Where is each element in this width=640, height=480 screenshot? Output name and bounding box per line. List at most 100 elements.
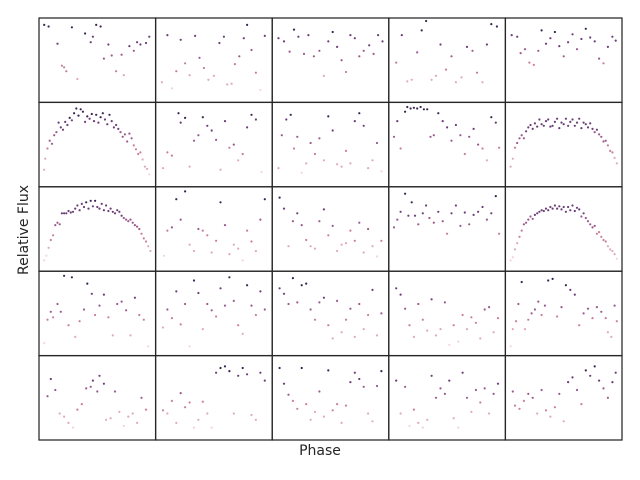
data-point (263, 34, 266, 38)
panel-r0-c0 (38, 17, 157, 104)
data-point (416, 107, 419, 110)
data-point (556, 117, 559, 120)
data-point (53, 134, 56, 137)
data-point (516, 242, 519, 245)
data-point (197, 134, 200, 137)
data-point (56, 42, 59, 45)
data-point (161, 409, 165, 412)
data-point (615, 162, 618, 165)
data-point (46, 147, 49, 150)
panel-frame (38, 101, 157, 188)
data-point (55, 131, 58, 134)
data-point (307, 34, 310, 37)
data-point (553, 204, 557, 207)
data-point (492, 331, 495, 334)
data-point (103, 118, 107, 121)
data-point (556, 315, 559, 318)
data-point (215, 239, 218, 242)
data-point (228, 253, 231, 256)
data-point (417, 302, 420, 306)
data-point (549, 37, 552, 40)
data-point (188, 401, 191, 404)
data-point (613, 304, 616, 307)
data-point (71, 210, 75, 213)
data-point (78, 320, 81, 323)
data-point (446, 232, 449, 235)
data-point (492, 392, 495, 395)
panel-r0-c1 (154, 17, 273, 104)
data-point (425, 204, 428, 207)
data-point (420, 29, 423, 32)
data-point (98, 304, 101, 307)
data-point (578, 324, 581, 327)
data-point (495, 25, 498, 28)
data-point (584, 123, 587, 126)
data-point (113, 212, 117, 215)
data-point (202, 66, 205, 70)
data-point (278, 196, 281, 199)
data-point (161, 326, 165, 329)
data-point (353, 37, 356, 40)
data-point (237, 374, 240, 377)
data-point (105, 204, 108, 207)
data-point (112, 126, 115, 129)
data-point (87, 207, 90, 210)
data-point (210, 251, 213, 254)
data-point (589, 36, 592, 39)
panel-r3-c4 (504, 270, 623, 357)
data-point (340, 421, 343, 424)
data-point (472, 213, 475, 216)
data-point (309, 308, 312, 311)
data-point (70, 276, 73, 279)
data-point (127, 415, 130, 418)
data-point (511, 256, 514, 259)
panel-frame (38, 186, 157, 272)
data-point (122, 74, 125, 77)
data-point (49, 310, 52, 313)
data-point (527, 392, 530, 395)
data-point (395, 61, 398, 64)
data-point (604, 317, 607, 320)
data-point (322, 74, 325, 77)
data-point (573, 293, 576, 296)
data-point (160, 81, 163, 84)
data-point (406, 105, 409, 109)
data-point (349, 34, 352, 37)
data-point (549, 205, 552, 209)
data-point (407, 214, 410, 217)
data-point (136, 225, 139, 228)
data-point (613, 253, 616, 256)
data-point (64, 120, 67, 123)
data-point (175, 198, 178, 201)
data-point (533, 308, 537, 311)
data-point (358, 302, 361, 306)
data-point (371, 245, 374, 248)
data-point (367, 167, 370, 170)
data-point (278, 366, 281, 370)
data-point (380, 239, 383, 242)
data-point (468, 135, 471, 138)
data-point (457, 426, 460, 429)
data-point (538, 210, 541, 213)
data-point (551, 277, 554, 280)
data-point (582, 312, 585, 315)
data-point (595, 232, 599, 235)
data-point (602, 140, 605, 143)
data-point (520, 134, 523, 137)
data-point (549, 125, 552, 128)
data-point (536, 212, 539, 215)
data-point (318, 137, 321, 140)
panel-frame (388, 17, 507, 104)
data-point (560, 208, 563, 211)
y-axis-label: Relative Flux (16, 184, 32, 276)
data-point (540, 313, 543, 317)
data-point (86, 282, 89, 285)
data-point (564, 117, 568, 120)
panel-frame (154, 101, 273, 188)
data-point (201, 116, 204, 119)
data-point (291, 277, 294, 280)
data-point (166, 229, 169, 232)
data-point (288, 50, 291, 53)
data-point (175, 421, 178, 424)
data-point (254, 71, 257, 74)
